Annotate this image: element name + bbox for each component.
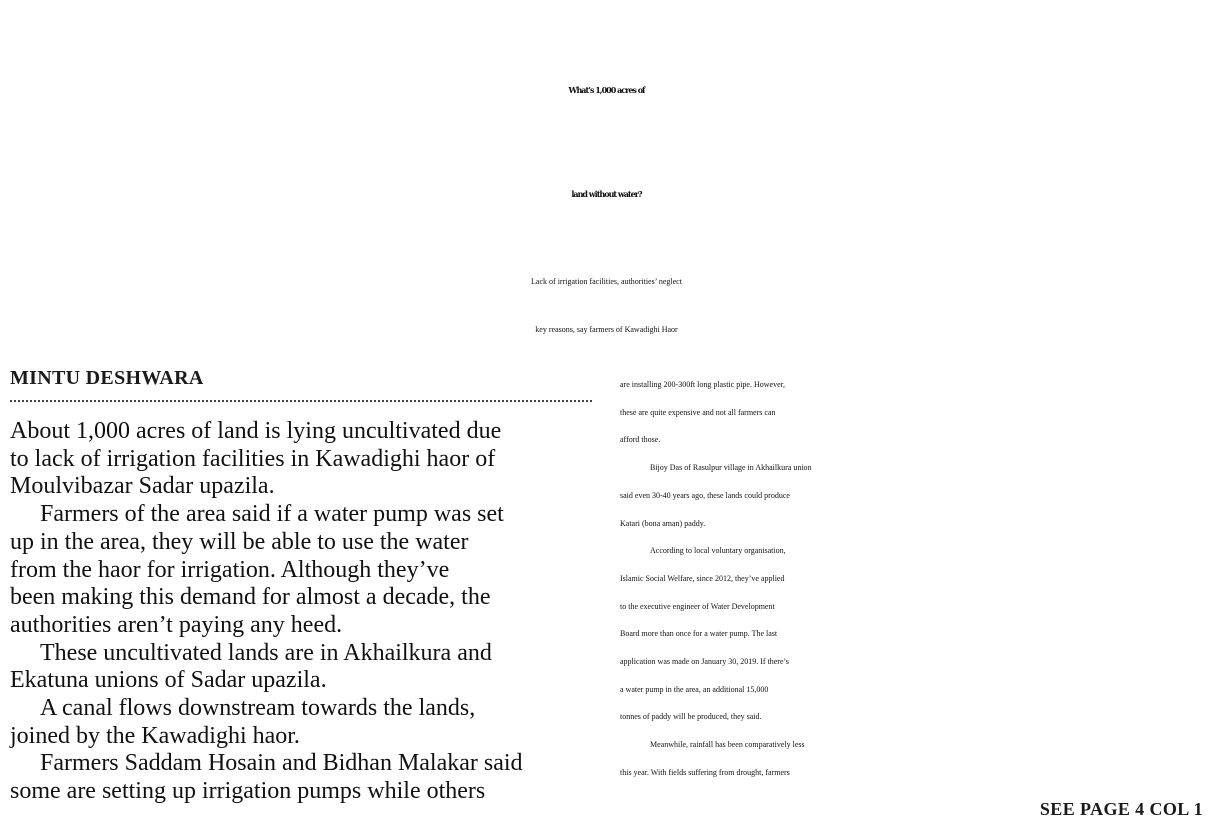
body-text-line: Islamic Social Welfare, since 2012, they… (620, 573, 785, 583)
body-text-line: to the executive engineer of Water Devel… (620, 601, 775, 611)
body-text-line: Board more than once for a water pump. T… (620, 629, 778, 639)
body-text-line: A canal flows downstream towards the lan… (40, 695, 476, 722)
headline-line: land without water? (571, 189, 642, 199)
body-text-line: According to local voluntary organisatio… (650, 546, 786, 556)
byline: MINTU DESHWARA (10, 367, 204, 389)
body-text-line: About 1,000 acres of land is lying uncul… (10, 418, 502, 444)
body-text-line: a water pump in the area, an additional … (620, 684, 769, 694)
subheadline-line: key reasons, say farmers of Kawadighi Ha… (535, 325, 678, 334)
body-text-line: are installing 200-300ft long plastic pi… (620, 380, 785, 389)
body-text-line: from the haor for irrigation. Although t… (10, 556, 450, 583)
continuation-jump: SEE PAGE 4 COL 1 (1039, 799, 1203, 819)
headline: What’s 1,000 acres of land without water… (0, 38, 1213, 246)
headline-line: What’s 1,000 acres of (568, 85, 645, 95)
body-text-line: been making this demand for almost a dec… (10, 584, 491, 611)
body-text-line: authorities aren’t paying any heed. (10, 611, 343, 638)
body-column-left: About 1,000 acres of land is lying uncul… (10, 418, 600, 806)
body-text-line: to lack of irrigation facilities in Kawa… (10, 445, 496, 472)
body-text-line: Farmers Saddam Hosain and Bidhan Malakar… (40, 750, 523, 777)
body-text-line: this year. With fields suffering from dr… (620, 767, 790, 777)
body-text-line: Katari (bona aman) paddy. (620, 518, 706, 528)
body-text-line: said even 30-40 years ago, these lands c… (620, 490, 790, 500)
body-text-line: afford those. (620, 435, 661, 445)
body-text-line: Moulvibazar Sadar upazila. (10, 473, 275, 500)
body-text-line: up in the area, they will be able to use… (10, 528, 469, 555)
subheadline: Lack of irrigation facilities, authoriti… (0, 258, 1213, 354)
body-text-line: tonnes of paddy will be produced, they s… (620, 712, 762, 722)
body-text-line: these are quite expensive and not all fa… (620, 407, 776, 417)
body-text-line: joined by the Kawadighi haor. (10, 722, 300, 749)
body-text-line: application was made on January 30, 2019… (620, 657, 789, 667)
body-text-line: Ekatuna unions of Sadar upazila. (10, 667, 327, 694)
body-text-line: Farmers of the area said if a water pump… (40, 501, 504, 528)
body-text-line: Bijoy Das of Rasulpur village in Akhailk… (650, 463, 812, 473)
body-column-right: are installing 200-300ft long plastic pi… (620, 371, 1210, 787)
byline-divider (10, 400, 592, 402)
body-text-line: Meanwhile, rainfall has been comparative… (650, 740, 805, 750)
body-text-line: some are setting up irrigation pumps whi… (10, 778, 486, 805)
body-text-line: These uncultivated lands are in Akhailku… (40, 639, 492, 666)
subheadline-line: Lack of irrigation facilities, authoriti… (531, 277, 682, 286)
